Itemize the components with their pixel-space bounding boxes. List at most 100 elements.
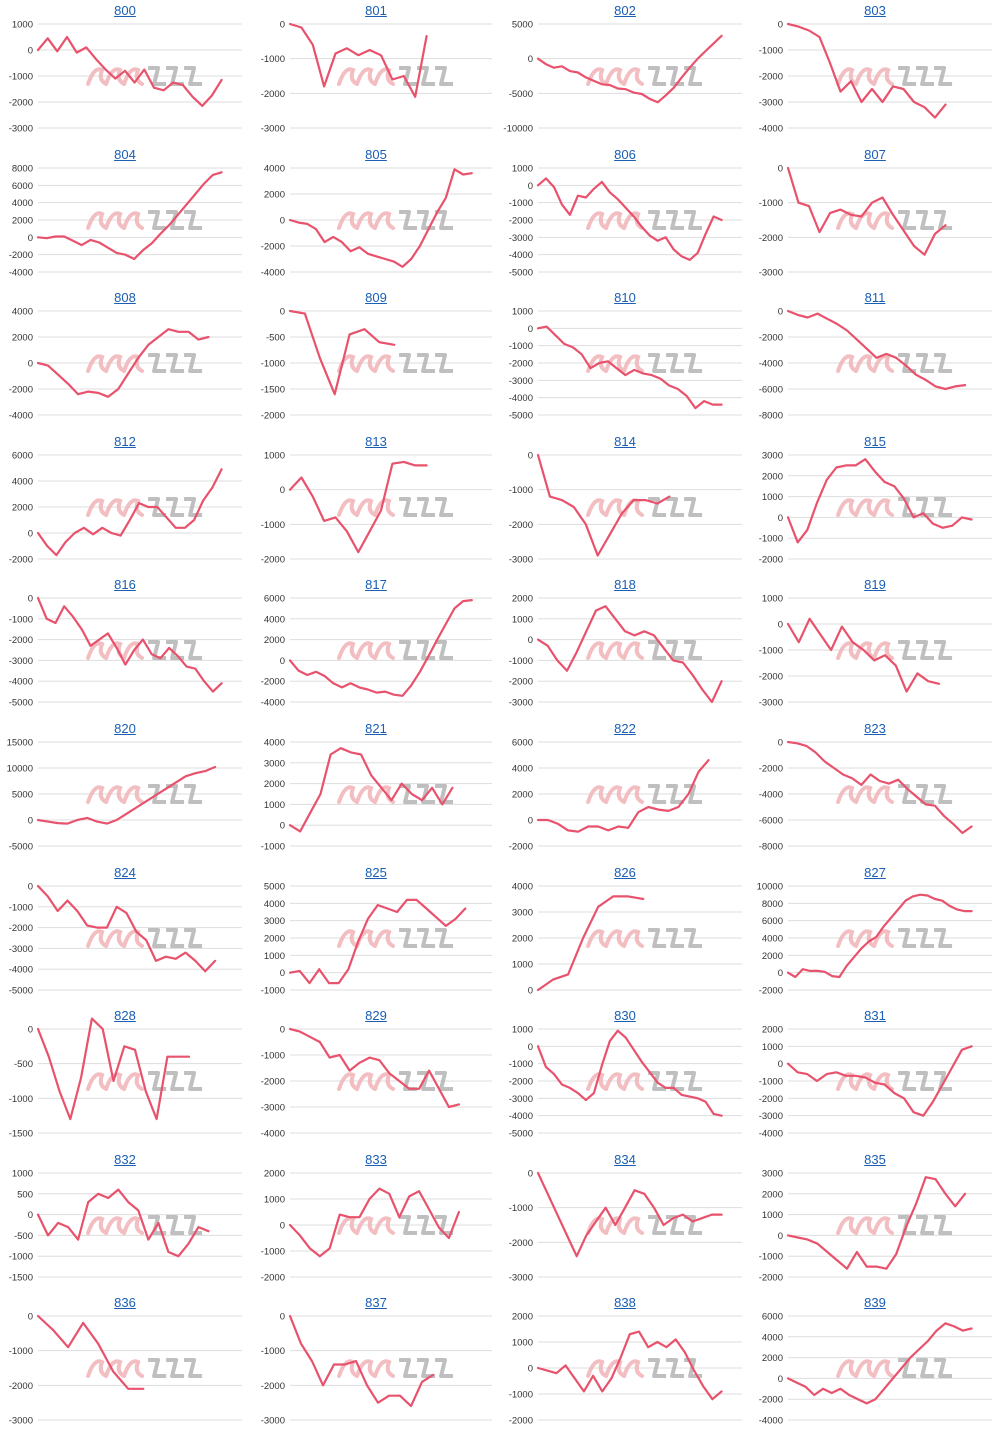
chart-title-link[interactable]: 810 [614,290,636,306]
chart-826: 4000 3000 2000 1000 0 826 [500,862,750,1002]
chart-title-link[interactable]: 839 [864,1295,886,1311]
chart-title-link[interactable]: 827 [864,864,886,880]
chart-title-link[interactable]: 828 [114,1008,136,1024]
chart-title-link[interactable]: 812 [114,433,136,449]
chart-svg: 4000 2000 0 -2000 -4000 [261,163,492,278]
y-tick-label: 0 [280,485,285,496]
chart-title-link[interactable]: 832 [114,1151,136,1167]
chart-title-link[interactable]: 821 [365,721,387,736]
chart-title-link[interactable]: 809 [365,290,387,306]
y-tick-label: 0 [28,816,33,827]
chart-title-link[interactable]: 803 [864,3,886,18]
y-tick-label: 0 [528,635,533,646]
chart-title-link[interactable]: 808 [114,290,136,306]
chart-title-link[interactable]: 835 [864,1151,886,1167]
chart-827: 10000 8000 6000 4000 2000 0 -2000 827 [750,862,1000,1002]
y-tick-label: 0 [280,1025,285,1036]
chart-title-link[interactable]: 817 [365,577,387,593]
y-tick-label: -1000 [9,1347,33,1358]
chart-807: 0 -1000 -2000 -3000 807 [750,144,1000,284]
y-tick-label: 0 [528,450,533,461]
y-tick-label: -5000 [509,411,533,422]
y-tick-label: 0 [28,1312,33,1323]
y-tick-label: -500 [14,1059,33,1070]
chart-svg: 2000 1000 0 -1000 -2000 -3000 -4000 [759,1025,992,1140]
chart-title-link[interactable]: 816 [114,577,136,593]
chart-title-link[interactable]: 806 [614,146,636,162]
chart-830: 1000 0 -1000 -2000 -3000 -4000 -5000 830 [500,1005,750,1145]
chart-title-link[interactable]: 831 [864,1008,886,1024]
chart-822: 6000 4000 2000 0 -2000 822 [500,718,750,858]
chart-title-link[interactable]: 826 [614,864,636,880]
chart-title-link[interactable]: 800 [114,3,136,18]
y-tick-label: -1000 [509,1390,533,1401]
chart-title-link[interactable]: 823 [864,721,886,736]
chart-title-link[interactable]: 833 [365,1151,387,1167]
y-tick-label: 2000 [512,594,533,605]
chart-svg: 10000 8000 6000 4000 2000 0 -2000 [757,881,992,996]
chart-title-link[interactable]: 830 [614,1008,636,1024]
series-line [36,467,223,556]
y-tick-label: 0 [778,1059,783,1070]
series-line [786,1045,973,1117]
chart-829: 0 -1000 -2000 -3000 -4000 829 [252,1005,500,1145]
y-tick-label: 1000 [264,950,285,961]
chart-svg: 1000 500 0 -500 -1000 -1500 [9,1168,242,1283]
chart-svg: 6000 4000 2000 0 -2000 [9,450,242,565]
chart-title-link[interactable]: 825 [365,864,387,880]
y-tick-label: 4000 [512,764,533,775]
chart-title-link[interactable]: 834 [614,1151,636,1167]
series-line [288,460,428,553]
y-tick-label: 6000 [762,916,783,927]
chart-title-link[interactable]: 836 [114,1295,136,1311]
series-line [288,167,473,268]
y-tick-label: 2000 [512,933,533,944]
chart-title-link[interactable]: 829 [365,1008,387,1024]
chart-809: 0 -500 -1000 -1500 -2000 809 [252,287,500,427]
watermark-logo [337,496,454,517]
y-tick-label: 0 [778,307,783,318]
watermark-logo [836,1358,953,1379]
y-tick-label: 6000 [12,450,33,461]
y-tick-label: 0 [280,1312,285,1323]
y-tick-label: -4000 [509,1111,533,1122]
chart-title-link[interactable]: 820 [114,721,136,736]
y-tick-label: 4000 [264,615,285,626]
y-tick-label: 0 [528,816,533,827]
y-tick-label: 4000 [264,738,285,749]
chart-834: 0 -1000 -2000 -3000 834 [500,1149,750,1289]
y-tick-label: 0 [280,20,285,31]
y-tick-label: -5000 [509,1129,533,1140]
chart-title-link[interactable]: 802 [614,3,636,18]
chart-title-link[interactable]: 818 [614,577,636,593]
y-tick-label: -2000 [261,1272,285,1283]
y-tick-label: 2000 [762,1025,783,1036]
chart-svg: 3000 2000 1000 0 -1000 -2000 [759,450,992,565]
y-tick-label: 0 [280,968,285,979]
chart-802: 5000 0 -5000 -10000 802 [500,0,750,140]
y-tick-label: -1000 [261,1347,285,1358]
y-tick-label: 2000 [264,189,285,200]
chart-title-link[interactable]: 819 [864,577,886,593]
chart-800: 1000 0 -1000 -2000 -3000 800 [0,0,250,140]
y-tick-label: 2000 [12,333,33,344]
chart-title-link[interactable]: 838 [614,1295,636,1311]
chart-812: 6000 4000 2000 0 -2000 812 [0,431,250,571]
y-tick-label: 1000 [762,594,783,605]
y-tick-label: -5000 [9,842,33,853]
chart-title-link[interactable]: 824 [114,864,136,880]
chart-title-link[interactable]: 811 [864,290,886,306]
chart-title-link[interactable]: 813 [365,433,387,449]
chart-title-link[interactable]: 801 [365,3,387,18]
chart-title-link[interactable]: 815 [864,433,886,449]
chart-title-link[interactable]: 822 [614,721,636,736]
chart-title-link[interactable]: 814 [614,433,636,449]
chart-title-link[interactable]: 805 [365,146,387,162]
y-tick-label: -1000 [759,46,783,57]
chart-title-link[interactable]: 837 [365,1295,387,1311]
chart-title-link[interactable]: 807 [864,146,886,162]
chart-title-link[interactable]: 804 [114,146,136,162]
watermark-logo [86,1214,203,1235]
y-tick-label: -4000 [261,698,285,709]
y-tick-label: -1000 [9,615,33,626]
